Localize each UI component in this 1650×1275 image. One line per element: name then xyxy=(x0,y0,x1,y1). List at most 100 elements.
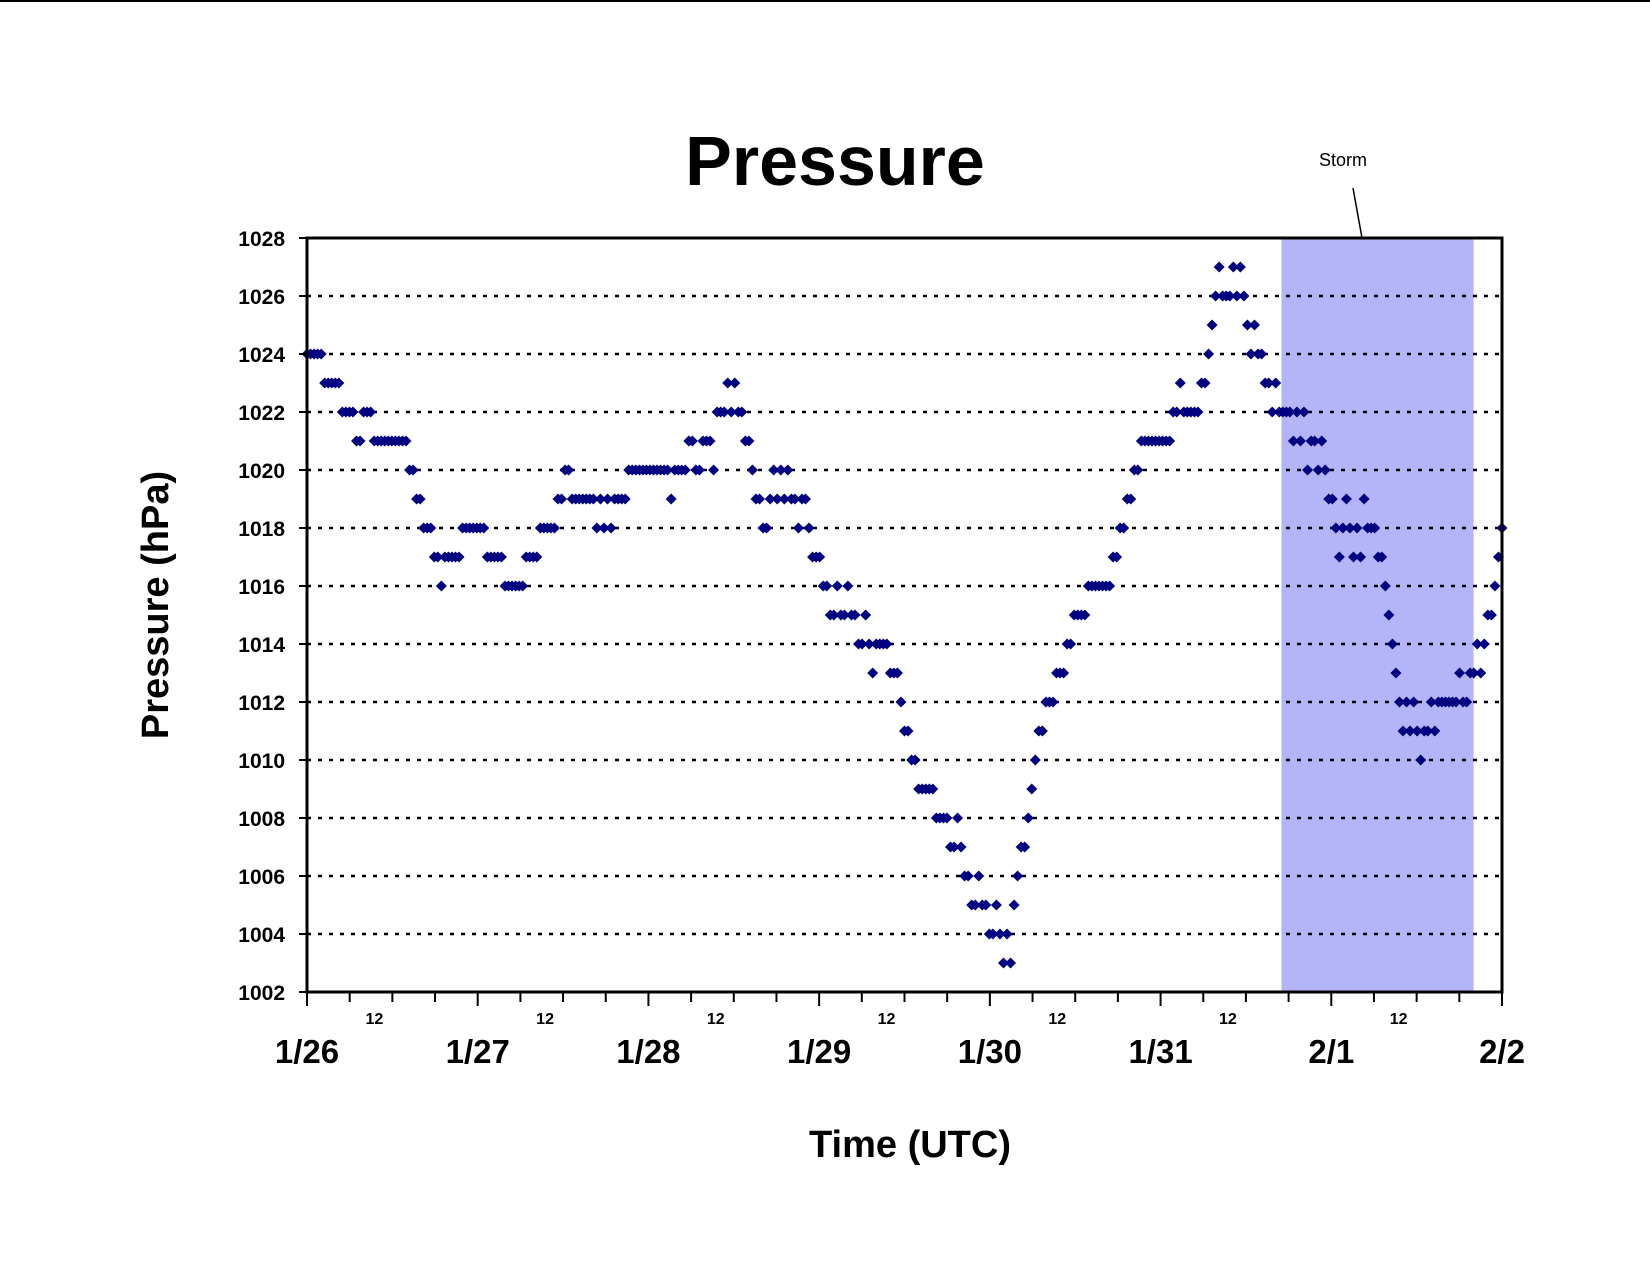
data-point xyxy=(333,377,345,389)
data-point xyxy=(1461,696,1473,708)
data-point xyxy=(598,522,610,534)
data-point xyxy=(1404,725,1416,737)
data-point xyxy=(746,464,758,476)
data-point xyxy=(778,493,790,505)
data-point xyxy=(1174,377,1186,389)
data-point xyxy=(1065,638,1077,650)
data-point xyxy=(517,580,529,592)
data-point xyxy=(1224,290,1236,302)
data-point xyxy=(432,551,444,563)
data-point xyxy=(1348,551,1360,563)
data-point xyxy=(1330,522,1342,534)
data-point xyxy=(495,551,507,563)
data-point xyxy=(725,406,737,418)
data-point xyxy=(800,493,812,505)
data-point xyxy=(1132,464,1144,476)
data-point xyxy=(1256,348,1268,360)
data-point xyxy=(860,609,872,621)
data-point xyxy=(1489,580,1501,592)
data-point xyxy=(1319,464,1331,476)
data-point xyxy=(548,522,560,534)
data-point xyxy=(969,899,981,911)
data-point xyxy=(1263,377,1275,389)
data-point xyxy=(1390,667,1402,679)
data-point xyxy=(722,377,734,389)
data-point xyxy=(863,638,875,650)
data-point xyxy=(821,580,833,592)
data-point xyxy=(1450,696,1462,708)
data-point xyxy=(591,522,603,534)
storm-leader-line xyxy=(1352,187,1363,239)
data-point xyxy=(1411,725,1423,737)
y-tick-label-1006: 1006 xyxy=(238,866,285,889)
data-point xyxy=(1199,377,1211,389)
data-point xyxy=(994,928,1006,940)
data-point xyxy=(962,870,974,882)
data-point xyxy=(1231,290,1243,302)
data-point xyxy=(828,609,840,621)
data-point xyxy=(1026,783,1038,795)
y-tick-label-1026: 1026 xyxy=(238,286,285,309)
data-point xyxy=(1206,319,1218,331)
x-day-label-1-28: 1/28 xyxy=(616,1033,680,1070)
data-point xyxy=(662,464,674,476)
data-point xyxy=(1238,290,1250,302)
data-point xyxy=(1312,464,1324,476)
data-point xyxy=(736,406,748,418)
data-point xyxy=(1284,406,1296,418)
data-point xyxy=(1164,435,1176,447)
data-point xyxy=(1379,580,1391,592)
data-point xyxy=(1471,638,1483,650)
annotations: Storm xyxy=(1319,150,1367,239)
data-point xyxy=(1294,435,1306,447)
data-point xyxy=(941,812,953,824)
x-hour-label: 12 xyxy=(1048,1011,1066,1028)
data-point xyxy=(594,493,606,505)
data-point xyxy=(1344,522,1356,534)
data-point xyxy=(315,348,327,360)
y-tick-label-1020: 1020 xyxy=(238,460,285,483)
data-point xyxy=(1340,493,1352,505)
data-point xyxy=(1355,551,1367,563)
data-point xyxy=(1454,667,1466,679)
data-point xyxy=(1415,754,1427,766)
y-tick-label-1010: 1010 xyxy=(238,750,285,773)
y-tick-label-1014: 1014 xyxy=(238,634,285,657)
storm-shading-layer xyxy=(1281,238,1474,992)
data-point xyxy=(1047,696,1059,708)
data-point xyxy=(729,377,741,389)
data-point xyxy=(1058,667,1070,679)
data-point xyxy=(1079,609,1091,621)
y-axis: 1002 1004 1006 1008 1010 1012 1014 1016 1018 1020… xyxy=(238,228,307,1005)
y-tick-label-1018: 1018 xyxy=(238,518,285,541)
data-point xyxy=(1005,957,1017,969)
data-point xyxy=(1234,261,1246,273)
storm-shaded-region xyxy=(1281,238,1474,992)
data-point xyxy=(435,580,447,592)
data-point xyxy=(1397,725,1409,737)
data-point xyxy=(1104,580,1116,592)
data-point xyxy=(708,464,720,476)
data-point xyxy=(1029,754,1041,766)
data-point xyxy=(902,725,914,737)
data-point xyxy=(1111,551,1123,563)
data-point xyxy=(556,493,568,505)
data-point xyxy=(1425,696,1437,708)
data-point xyxy=(990,899,1002,911)
data-point xyxy=(425,522,437,534)
data-point xyxy=(1475,667,1487,679)
data-point xyxy=(1383,609,1395,621)
x-day-label-2-1: 2/1 xyxy=(1308,1033,1354,1070)
data-point xyxy=(605,522,617,534)
data-point xyxy=(1192,406,1204,418)
data-point xyxy=(665,493,677,505)
data-point xyxy=(764,493,776,505)
data-point xyxy=(1478,638,1490,650)
y-tick-label-1028: 1028 xyxy=(238,228,285,251)
data-point xyxy=(1287,435,1299,447)
data-point xyxy=(743,435,755,447)
y-tick-label-1016: 1016 xyxy=(238,576,285,599)
data-point xyxy=(1333,551,1345,563)
data-point xyxy=(803,522,815,534)
storm-label: Storm xyxy=(1319,150,1367,170)
